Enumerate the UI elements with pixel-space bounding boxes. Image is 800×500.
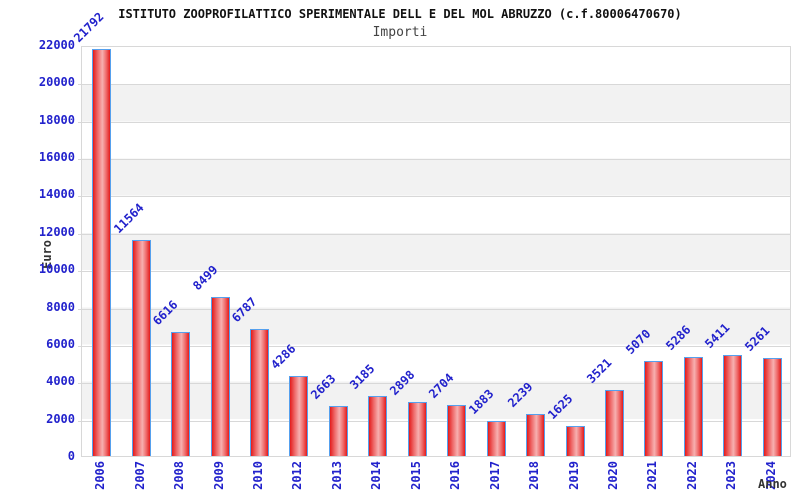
y-tick-label: 22000	[38, 38, 75, 52]
x-tick-text: 2012	[290, 461, 305, 490]
x-tick-text: 2015	[408, 461, 423, 490]
bar-2017	[486, 421, 506, 456]
x-tick-text: 2016	[448, 461, 463, 490]
bar-2019	[565, 426, 585, 456]
chart-subtitle: Importi	[372, 25, 428, 40]
bar-2015	[407, 402, 427, 456]
y-tick-label: 6000	[46, 336, 75, 351]
x-tick-label: 2006	[93, 461, 108, 490]
x-tick-label: 2021	[645, 461, 660, 490]
y-tick-label: 20000	[38, 75, 75, 90]
bar-2013	[328, 406, 348, 456]
gridline	[78, 271, 790, 273]
chart-title: ISTITUTO ZOOPROFILATTICO SPERIMENTALE DE…	[118, 7, 682, 21]
bar-2024	[762, 358, 782, 456]
x-tick-text: 2017	[487, 461, 502, 490]
x-tick-text: 2018	[527, 461, 542, 490]
bar-2006	[92, 49, 112, 456]
x-tick-label: 2022	[685, 461, 700, 490]
y-tick-label: 8000	[46, 299, 75, 314]
bar-2018	[526, 414, 546, 456]
gridline	[78, 420, 790, 422]
x-tick-label: 2012	[290, 461, 305, 490]
x-tick-text: 2006	[93, 461, 108, 490]
x-tick-label: 2019	[567, 461, 582, 490]
x-tick-text: 2009	[211, 461, 226, 490]
y-tick-label: 16000	[38, 150, 75, 165]
bar-2008	[171, 332, 191, 456]
bar-2014	[368, 396, 388, 456]
y-tick-label: 10000	[38, 262, 75, 277]
gridline	[78, 121, 790, 123]
x-tick-text: 2008	[172, 461, 187, 490]
x-tick-label: 2017	[488, 461, 503, 490]
gridline	[78, 84, 790, 86]
x-tick-text: 2023	[724, 461, 739, 490]
x-tick-label: 2010	[251, 461, 266, 490]
plot-area	[78, 46, 791, 457]
x-tick-label: 2018	[527, 461, 542, 490]
bar-2010	[250, 329, 269, 456]
gridline	[78, 383, 790, 385]
x-tick-text: 2014	[369, 461, 384, 490]
x-axis-title: Anno	[758, 477, 787, 491]
x-tick-text: 2013	[329, 461, 344, 490]
x-tick-text: 2019	[566, 461, 581, 490]
gridline	[78, 345, 790, 347]
y-tick-label: 12000	[38, 224, 75, 239]
x-tick-label: 2015	[409, 461, 424, 490]
x-tick-label: 2020	[606, 461, 621, 490]
y-tick-label: 14000	[38, 187, 75, 202]
x-tick-text: 2007	[132, 461, 147, 490]
x-tick-text: 2022	[684, 461, 699, 490]
bar-2012	[289, 376, 309, 456]
gridline	[78, 308, 790, 310]
y-tick-label: 0	[67, 449, 75, 463]
bar-2016	[447, 405, 467, 456]
bar-2009	[210, 297, 230, 456]
x-tick-label: 2008	[172, 461, 187, 490]
x-tick-label: 2014	[369, 461, 384, 490]
x-tick-label: 2013	[330, 461, 345, 490]
bar-2007	[131, 240, 151, 456]
x-tick-label: 2023	[724, 461, 739, 490]
gridline	[78, 233, 790, 235]
y-tick-label: 4000	[46, 374, 75, 389]
bar-2023	[723, 355, 743, 456]
bar-2020	[605, 390, 624, 456]
x-tick-text: 2020	[606, 461, 620, 490]
y-tick-label: 2000	[46, 411, 75, 426]
x-tick-label: 2016	[448, 461, 463, 490]
gridline	[78, 159, 790, 161]
gridline	[78, 196, 790, 198]
x-tick-label: 2009	[212, 461, 227, 490]
bar-2022	[683, 357, 703, 456]
x-tick-text: 2021	[645, 461, 660, 490]
y-tick-label: 18000	[38, 112, 75, 127]
x-tick-text: 2010	[251, 461, 265, 490]
bar-2021	[644, 361, 664, 456]
x-tick-label: 2007	[133, 461, 148, 490]
